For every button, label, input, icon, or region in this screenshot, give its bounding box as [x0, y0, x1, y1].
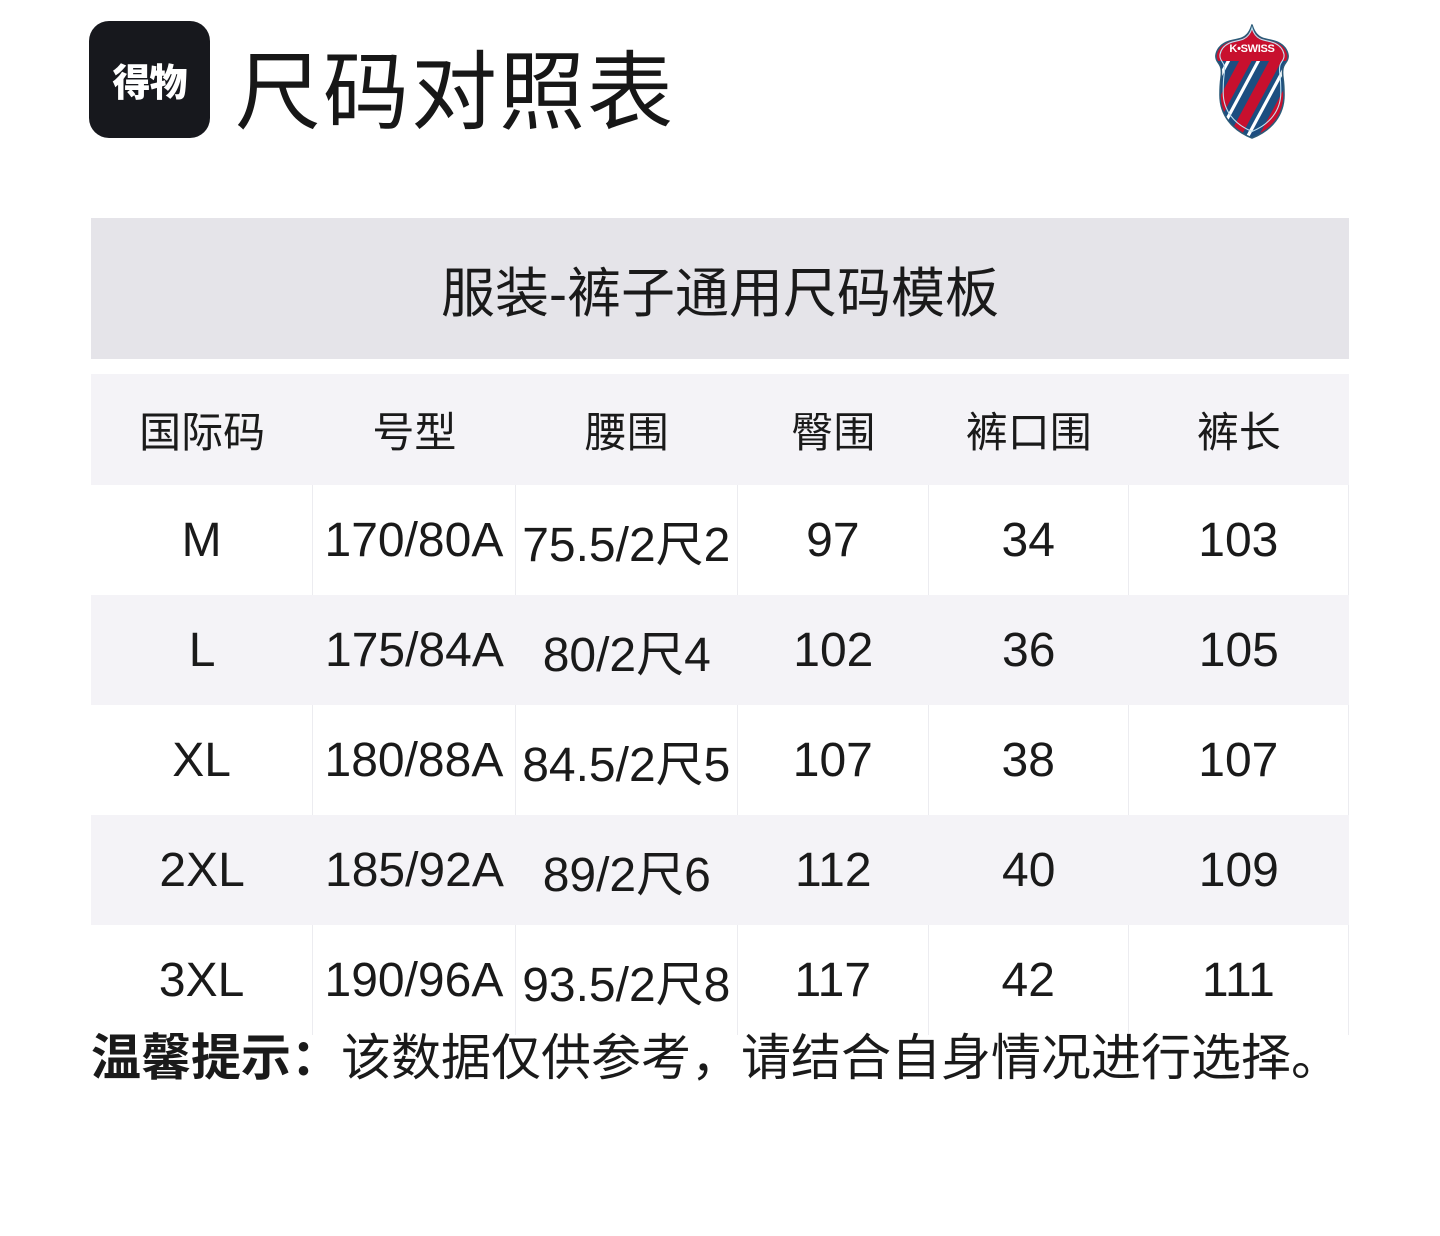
- svg-text:K•SWISS: K•SWISS: [1229, 43, 1274, 55]
